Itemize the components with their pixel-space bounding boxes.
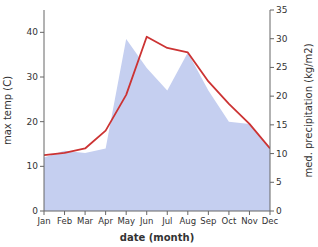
x-tick-label: Dec <box>262 216 279 226</box>
y2-tick <box>270 38 274 39</box>
y2-tick-label: 10 <box>276 149 288 159</box>
y-tick-label: 10 <box>27 161 39 171</box>
x-tick-label: May <box>117 216 135 226</box>
y2-tick <box>270 153 274 154</box>
y2-tick <box>270 124 274 125</box>
y2-tick-label: 5 <box>276 177 282 187</box>
y-tick-label: 40 <box>27 27 39 37</box>
y-tick <box>40 121 44 122</box>
y-axis-label: max temp (C) <box>2 76 13 145</box>
line <box>44 37 270 155</box>
x-tick-label: Feb <box>57 216 72 226</box>
y-tick-label: 0 <box>32 206 38 216</box>
x-tick <box>85 211 86 215</box>
x-tick <box>64 211 65 215</box>
y2-tick-label: 35 <box>276 5 287 15</box>
x-tick-label: Nov <box>241 216 258 226</box>
x-tick-label: Oct <box>222 216 237 226</box>
x-tick <box>249 211 250 215</box>
x-tick-label: Jul <box>161 216 172 226</box>
x-tick <box>167 211 168 215</box>
y2-tick <box>270 10 274 11</box>
y2-tick <box>270 67 274 68</box>
x-tick <box>126 211 127 215</box>
y2-tick-label: 0 <box>276 206 282 216</box>
x-tick <box>228 211 229 215</box>
y-tick-label: 20 <box>27 117 39 127</box>
x-tick <box>208 211 209 215</box>
y-tick <box>40 211 44 212</box>
x-tick <box>146 211 147 215</box>
y2-tick-label: 15 <box>276 120 287 130</box>
x-axis-label: date (month) <box>120 232 194 243</box>
y-tick <box>40 32 44 33</box>
area <box>44 39 270 211</box>
x-tick <box>187 211 188 215</box>
x-tick-label: Jun <box>139 216 153 226</box>
plot-area <box>44 37 270 211</box>
x-tick <box>105 211 106 215</box>
y2-tick-label: 20 <box>276 91 288 101</box>
y2-axis-label: med. precipitation (kg/m2) <box>303 43 314 177</box>
x-tick-label: Jan <box>36 216 50 226</box>
y2-tick-label: 25 <box>276 62 287 72</box>
y2-tick <box>270 96 274 97</box>
x-axis-line <box>44 211 270 212</box>
x-tick <box>270 211 271 215</box>
y-tick-label: 30 <box>27 72 39 82</box>
chart: 0 10 20 30 40 0 5 10 15 20 25 30 35 Jan Feb Mar Apr May Ju… <box>0 0 318 247</box>
chart-container: 0 10 20 30 40 0 5 10 15 20 25 30 35 Jan Feb Mar Apr May Ju… <box>0 0 318 247</box>
y-axis-line <box>44 10 45 211</box>
y2-tick <box>270 182 274 183</box>
y-tick <box>40 77 44 78</box>
y2-tick-label: 30 <box>276 34 288 44</box>
x-tick-label: Mar <box>77 216 94 226</box>
x-tick-label: Sep <box>200 216 216 226</box>
y2-axis-line <box>270 10 271 211</box>
y2-tick <box>270 211 274 212</box>
y-tick <box>40 166 44 167</box>
x-tick-label: Apr <box>98 216 113 226</box>
x-tick <box>44 211 45 215</box>
x-tick-label: Aug <box>180 216 197 226</box>
